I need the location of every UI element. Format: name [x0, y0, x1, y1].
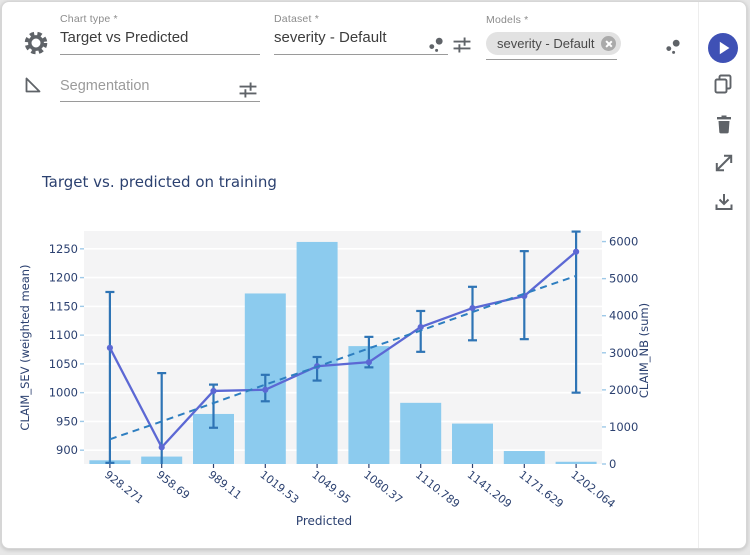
dataset-value[interactable]: severity - Default: [274, 29, 387, 46]
settings-gear-icon[interactable]: [22, 29, 50, 57]
left-axis-tick-label: 1100: [49, 328, 78, 342]
left-axis-tick-label: 1000: [49, 386, 78, 400]
expand-fullscreen-icon[interactable]: [712, 151, 736, 175]
right-axis-tick-label: 5000: [609, 272, 638, 286]
bar-claim-nb[interactable]: [296, 241, 338, 464]
left-axis-tick-label: 900: [56, 443, 78, 457]
x-axis-tick-label: 989.11: [206, 468, 244, 502]
x-axis-tick-label: 1171.629: [516, 468, 565, 511]
model-chip-label: severity - Default: [497, 36, 595, 51]
left-axis-tick-label: 1050: [49, 357, 78, 371]
right-axis-tick-label: 3000: [609, 346, 638, 360]
chart-title: Target vs. predicted on training: [41, 173, 277, 191]
line-point[interactable]: [106, 344, 113, 351]
segmentation-tune-icon[interactable]: [238, 80, 258, 100]
dataset-label: Dataset *: [274, 13, 319, 25]
dataset-field[interactable]: Dataset * severity - Default: [274, 13, 448, 46]
x-axis-tick-label: 1141.209: [465, 468, 514, 511]
left-axis-tick-label: 1150: [49, 299, 78, 313]
dataset-underline: [274, 54, 448, 55]
download-icon[interactable]: [712, 190, 736, 214]
error-bar: [468, 285, 477, 342]
x-axis-tick-label: 1202.064: [568, 468, 617, 511]
x-axis-tick-label: 928.271: [102, 468, 146, 506]
duplicate-copy-icon[interactable]: [711, 72, 735, 96]
line-point[interactable]: [262, 386, 269, 393]
target-vs-predicted-chart: Target vs. predicted on training 900 950 10…: [18, 173, 651, 528]
left-axis-tick-label: 1250: [49, 242, 78, 256]
right-axis-tick-label: 0: [609, 457, 616, 471]
x-axis-title: Predicted: [296, 514, 352, 528]
right-axis-title: CLAIM_NB (sum): [637, 303, 651, 398]
chart-config-toolbar: Chart type * Target vs Predicted Dataset…: [2, 2, 746, 122]
bar-claim-nb[interactable]: [452, 423, 493, 464]
segmentation-underline: [60, 101, 260, 102]
chip-remove-icon[interactable]: [600, 36, 616, 51]
right-axis-tick-label: 6000: [609, 235, 638, 249]
right-axis-tick-label: 2000: [609, 383, 638, 397]
models-label: Models *: [486, 14, 529, 26]
left-axis-tick-label: 950: [56, 414, 78, 428]
models-underline: [486, 59, 617, 60]
delete-trash-icon[interactable]: [712, 112, 736, 136]
line-point[interactable]: [573, 248, 580, 255]
chart-type-label: Chart type *: [60, 13, 118, 25]
models-scatter-dots-icon[interactable]: [663, 37, 683, 57]
right-axis-tick-label: 4000: [609, 309, 638, 323]
error-bar: [571, 230, 581, 394]
bar-claim-nb[interactable]: [503, 451, 545, 464]
model-chip[interactable]: severity - Default: [486, 32, 621, 55]
line-point[interactable]: [469, 304, 476, 312]
chart-type-value[interactable]: Target vs Predicted: [60, 29, 189, 46]
run-play-button[interactable]: [707, 32, 739, 64]
plot-area: [84, 231, 602, 464]
set-square-icon[interactable]: [21, 73, 45, 97]
chart-type-underline: [60, 54, 260, 55]
segmentation-placeholder[interactable]: Segmentation: [60, 78, 150, 94]
x-axis-tick-label: 1080.37: [361, 468, 405, 506]
x-axis-tick-label: 1019.53: [257, 468, 301, 506]
models-field[interactable]: Models *: [486, 14, 617, 26]
bar-claim-nb[interactable]: [555, 461, 597, 464]
bar-claim-nb[interactable]: [400, 402, 442, 464]
x-axis-tick-label: 958.69: [154, 468, 192, 502]
trend-dashed-line: [109, 274, 577, 441]
dataset-tune-icon[interactable]: [452, 35, 472, 55]
dataset-scatter-dots-icon[interactable]: [426, 35, 446, 55]
chart-type-field[interactable]: Chart type * Target vs Predicted: [60, 13, 260, 46]
line-point[interactable]: [417, 323, 424, 331]
panel-divider: [698, 2, 699, 548]
left-axis-tick-label: 1200: [49, 271, 78, 285]
line-point[interactable]: [158, 444, 165, 451]
error-bar: [105, 290, 115, 464]
x-axis-tick-label: 1110.789: [413, 468, 462, 511]
line-point[interactable]: [365, 359, 372, 366]
x-axis-tick-label: 1049.95: [309, 468, 353, 506]
line-point[interactable]: [210, 387, 217, 395]
left-axis-title: CLAIM_SEV (weighted mean): [18, 264, 32, 430]
segmentation-field[interactable]: Segmentation: [60, 78, 260, 94]
right-axis-tick-label: 1000: [609, 420, 638, 434]
